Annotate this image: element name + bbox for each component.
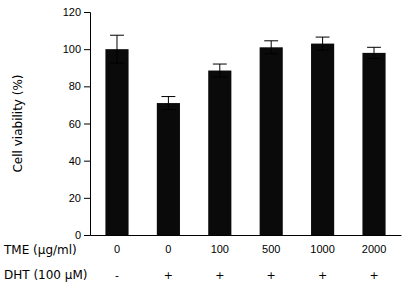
y-axis-title: Cell viability (%) — [11, 74, 25, 172]
x-tick-label: 0 — [114, 243, 120, 255]
error-bar-stem — [322, 37, 323, 50]
bar — [208, 71, 231, 235]
error-bar-cap — [161, 109, 175, 110]
row-value-label: + — [369, 269, 378, 282]
x-tick-label: 100 — [211, 243, 229, 255]
error-bar-cap — [316, 50, 330, 51]
error-bar — [161, 97, 175, 110]
bar — [362, 53, 385, 235]
y-tick-label: 100 — [63, 43, 81, 55]
x-tick: 100 — [211, 243, 229, 255]
error-bar-cap — [264, 53, 278, 54]
y-tick-mark — [84, 86, 90, 87]
row-value-label: + — [215, 269, 224, 282]
error-bar-stem — [219, 64, 220, 77]
error-bar-stem — [116, 35, 117, 63]
bar — [157, 103, 180, 235]
plot-area — [105, 35, 385, 235]
x-axis: 0 0 100 500 1000 2000 — [91, 236, 402, 255]
x-axis-line — [91, 235, 402, 236]
y-tick: 40 — [69, 155, 90, 167]
error-bar-stem — [374, 47, 375, 58]
y-tick: 80 — [69, 80, 90, 92]
row-value-label: - — [115, 269, 119, 282]
row-value-label: + — [164, 269, 173, 282]
x-tick: 1000 — [310, 243, 334, 255]
error-bar-cap — [213, 77, 227, 78]
x-tick: 500 — [262, 243, 280, 255]
y-tick-label: 80 — [69, 80, 81, 92]
y-tick: 100 — [63, 43, 90, 55]
row-value-label: + — [318, 269, 327, 282]
y-axis: 0 20 40 60 80 100 120 — [63, 6, 91, 241]
error-bar-cap — [213, 64, 227, 65]
x-tick: 2000 — [362, 243, 386, 255]
x-tick-label: 500 — [262, 243, 280, 255]
y-tick-label: 20 — [69, 192, 81, 204]
error-bar-cap — [316, 37, 330, 38]
y-tick-mark — [84, 124, 90, 125]
y-axis-line — [84, 13, 91, 236]
error-bar-cap — [367, 47, 381, 48]
y-tick-mark — [84, 49, 90, 50]
x-tick-label: 1000 — [310, 243, 334, 255]
error-bar-cap — [367, 58, 381, 59]
x-tick-label: 2000 — [362, 243, 386, 255]
y-tick-label: 120 — [63, 6, 81, 18]
row-value-label: + — [267, 269, 276, 282]
error-bar-cap — [161, 96, 175, 97]
bar — [105, 49, 128, 235]
y-tick: 20 — [69, 192, 90, 204]
second-label-row: - + + + + + — [115, 269, 379, 282]
row-label: DHT (100 μM) — [4, 268, 87, 282]
bar — [260, 47, 283, 235]
y-tick-label: 40 — [69, 155, 81, 167]
y-tick-mark — [84, 161, 90, 162]
x-tick: 0 — [114, 243, 120, 255]
error-bar — [213, 64, 227, 77]
error-bar-stem — [271, 41, 272, 54]
error-bar — [367, 47, 381, 58]
chart: 0 20 40 60 80 100 120 Cell viability (%) 0 0 100 50… — [0, 0, 413, 307]
x-tick: 0 — [165, 243, 171, 255]
error-bar — [110, 35, 124, 63]
error-bar-stem — [168, 97, 169, 110]
error-bar-cap — [264, 40, 278, 41]
error-bar-cap — [110, 63, 124, 64]
y-tick-mark — [84, 12, 90, 13]
y-tick-mark — [84, 235, 90, 236]
y-tick-label: 0 — [75, 229, 81, 241]
error-bar — [264, 41, 278, 54]
bar — [311, 44, 334, 235]
error-bar-cap — [110, 35, 124, 36]
y-tick: 120 — [63, 6, 90, 18]
x-tick-label: 0 — [165, 243, 171, 255]
row-label: TME (μg/ml) — [3, 243, 77, 257]
y-tick: 0 — [75, 229, 90, 241]
error-bar — [316, 37, 330, 50]
y-tick: 60 — [69, 118, 90, 130]
y-tick-mark — [84, 198, 90, 199]
y-tick-label: 60 — [69, 118, 81, 130]
